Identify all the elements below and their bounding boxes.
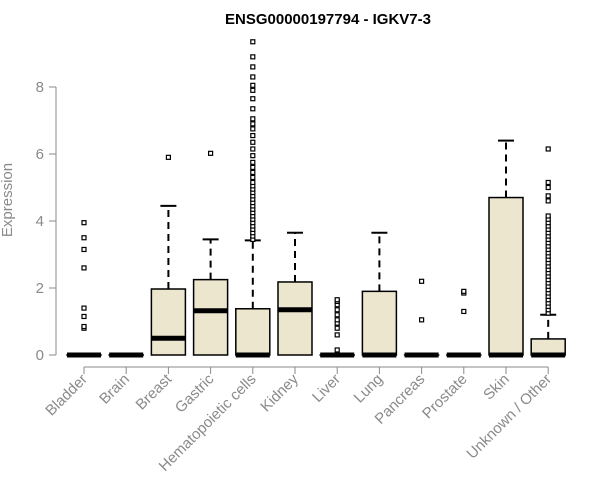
y-tick-label: 6 — [36, 146, 44, 163]
outlier-point — [334, 297, 340, 303]
outlier-point — [334, 332, 340, 338]
x-tick-label: Liver — [309, 371, 344, 406]
outlier-point — [81, 246, 87, 253]
y-axis-label: Expression — [0, 163, 16, 237]
box-group-skin — [488, 139, 524, 358]
boxes-layer — [66, 39, 566, 358]
outlier-point — [81, 265, 87, 271]
box-group-hematopoietic-cells — [235, 39, 271, 358]
chart-title: ENSG00000197794 - IGKV7-3 — [225, 11, 431, 28]
x-tick-label: Kidney — [257, 370, 302, 415]
outlier-point — [81, 323, 87, 330]
outlier-point — [545, 179, 551, 186]
x-tick-label: Prostate — [419, 371, 471, 423]
outlier-point — [250, 121, 256, 127]
outlier-point — [461, 308, 467, 315]
outlier-point — [419, 317, 425, 323]
outlier-point — [250, 64, 256, 70]
box-group-prostate — [446, 288, 482, 358]
outlier-point — [165, 154, 171, 160]
outlier-point — [250, 139, 256, 145]
y-axis: 0 2 4 6 8 — [36, 79, 57, 364]
x-tick-label: Breast — [133, 370, 176, 413]
outlier-point — [250, 169, 256, 176]
outlier-point — [334, 325, 340, 331]
outlier-point — [250, 82, 256, 88]
box-group-gastric — [192, 150, 229, 356]
outlier-point — [250, 153, 256, 159]
outlier-point — [81, 220, 87, 226]
y-tick-label: 0 — [36, 347, 44, 364]
outlier-point — [250, 132, 256, 139]
outlier-point — [250, 54, 256, 60]
outlier-point — [250, 87, 256, 93]
outlier-point — [250, 106, 256, 112]
outlier-point — [250, 96, 256, 102]
outlier-point — [250, 116, 256, 122]
x-tick-label: Lung — [351, 371, 387, 407]
outlier-point — [334, 347, 340, 353]
outlier-point — [334, 307, 340, 313]
outlier-point — [545, 198, 551, 204]
outlier-point — [81, 305, 87, 311]
y-tick-label: 8 — [36, 79, 44, 96]
box-group-bladder — [66, 220, 102, 358]
outlier-point — [250, 164, 256, 170]
outlier-point — [81, 235, 87, 241]
outlier-point — [250, 146, 256, 152]
box-group-liver — [319, 297, 355, 358]
outlier-point — [545, 193, 551, 199]
y-tick-label: 2 — [36, 280, 44, 297]
box-body — [488, 196, 524, 356]
box-group-kidney — [277, 231, 313, 356]
box-group-unknown-other — [530, 146, 566, 358]
outlier-point — [545, 146, 551, 152]
box-body — [192, 278, 229, 356]
box-body — [235, 308, 271, 356]
outlier-point — [334, 312, 340, 318]
box-body — [361, 290, 398, 356]
outlier-point — [250, 39, 256, 45]
outlier-point — [250, 159, 256, 165]
outlier-point — [81, 313, 87, 320]
x-tick-label: Brain — [96, 371, 133, 408]
box-group-breast — [150, 154, 187, 356]
outlier-point — [250, 74, 256, 80]
box-body — [277, 281, 313, 356]
outlier-point — [334, 317, 340, 323]
outlier-point — [250, 179, 256, 186]
x-tick-label: Skin — [480, 371, 513, 404]
y-tick-label: 4 — [36, 213, 44, 230]
box-group-pancreas — [403, 278, 440, 358]
box-group-lung — [361, 231, 398, 358]
outlier-point — [208, 150, 214, 156]
outlier-point — [419, 278, 425, 284]
outlier-point — [250, 126, 256, 132]
box-body — [150, 288, 187, 356]
x-tick-label: Bladder — [42, 371, 91, 420]
outlier-point — [545, 184, 551, 191]
outlier-point — [545, 213, 551, 219]
outlier-point — [461, 288, 467, 294]
outlier-point — [250, 174, 256, 181]
